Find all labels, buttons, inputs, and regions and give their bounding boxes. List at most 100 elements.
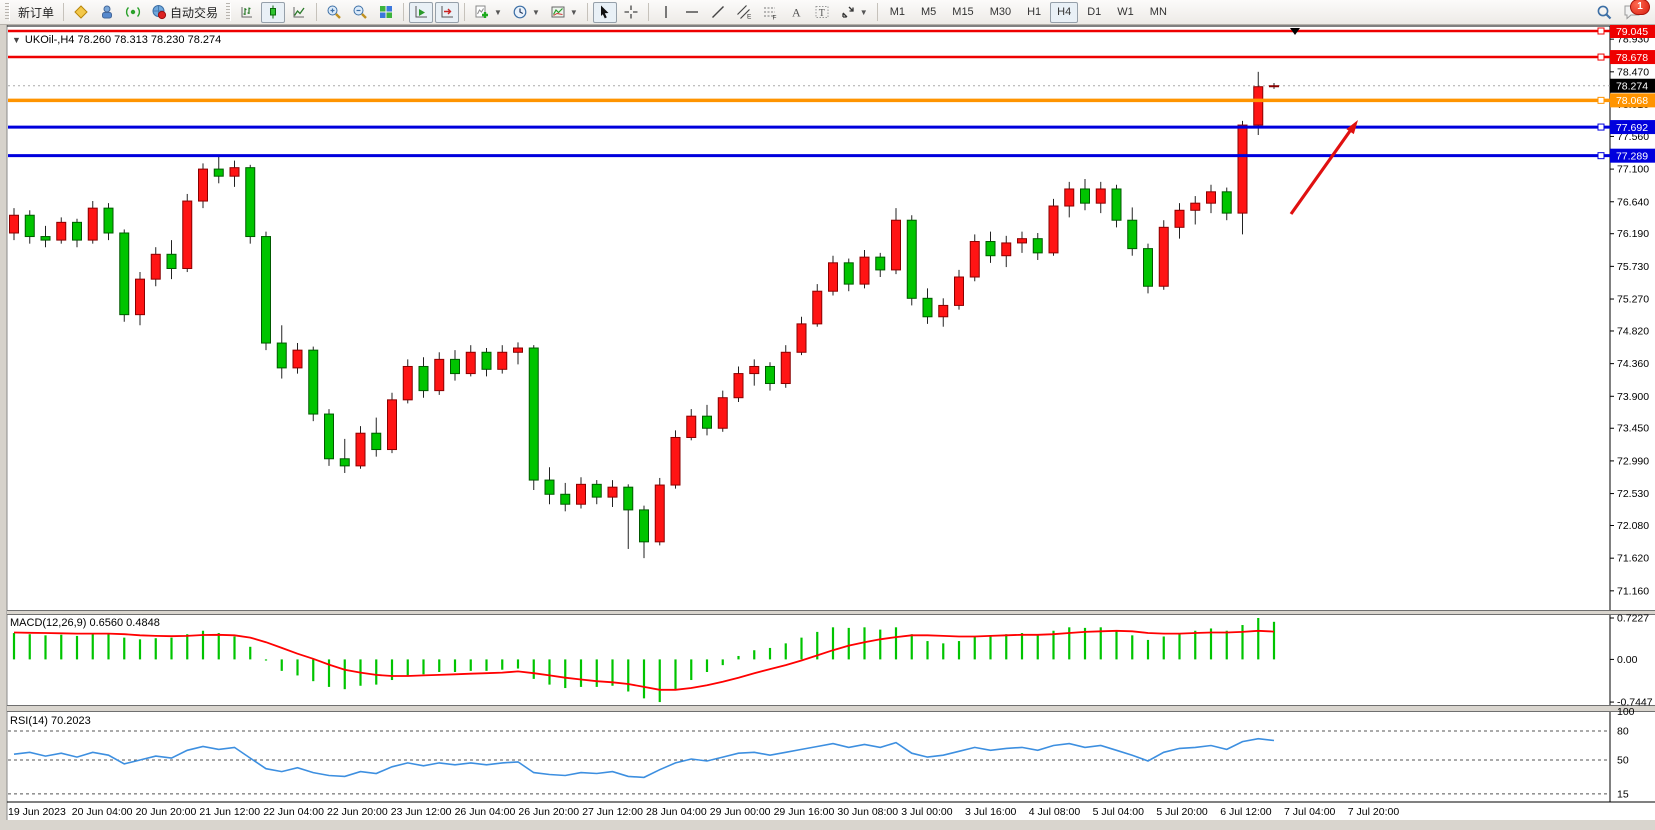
timeframe-button-m5[interactable]: M5 [921, 6, 937, 18]
candle [985, 241, 996, 257]
candle [229, 167, 240, 177]
fibonacci-button[interactable]: F [758, 2, 782, 23]
vertical-line-button[interactable] [654, 2, 678, 23]
candle [906, 219, 917, 299]
indicators-button[interactable]: ▼ [470, 2, 506, 23]
window-bottom-strip [0, 820, 1655, 830]
community-icon [102, 5, 113, 19]
autotrading-button[interactable]: 自动交易 [147, 2, 222, 23]
candle [969, 241, 980, 278]
zoom-out-button[interactable] [348, 2, 372, 23]
chart-title-text: UKOil-,H4 78.260 78.313 78.230 78.274 [24, 34, 222, 46]
tile-windows-button[interactable] [374, 2, 398, 23]
candlestick-chart-icon [270, 5, 277, 19]
candle [654, 484, 665, 543]
candle [308, 349, 319, 415]
community-button[interactable] [95, 2, 119, 23]
search-button[interactable] [1592, 2, 1617, 23]
candle [670, 436, 681, 486]
channel-button[interactable]: E [732, 2, 756, 23]
level-price-badge-label: 77.692 [1616, 122, 1648, 134]
level-price-badge-label: 78.678 [1616, 52, 1648, 64]
candle [780, 351, 791, 385]
fibonacci-icon: F [763, 7, 776, 20]
candle [1048, 205, 1059, 254]
rsi-axis-label: 100 [1617, 706, 1635, 718]
candlestick-chart-button[interactable] [261, 1, 286, 23]
toolbar-drag-handle[interactable] [5, 3, 10, 21]
date-axis-label: 5 Jul 20:00 [1156, 806, 1208, 818]
signals-icon [126, 7, 141, 17]
pane-splitter[interactable] [7, 610, 1655, 615]
timeframe-button-h4[interactable]: H4 [1050, 1, 1079, 23]
timeframe-button-m30[interactable]: M30 [989, 6, 1012, 18]
candle [843, 262, 854, 285]
chart-shift-marker-icon[interactable] [1290, 28, 1300, 35]
bar-chart-icon [241, 7, 253, 18]
date-axis-label: 28 Jun 04:00 [646, 806, 707, 818]
timeframe-group: M1 M5 M15 M30 H1 H4 D1 W1 MN [882, 1, 1175, 23]
zoom-in-icon [327, 5, 341, 19]
toolbar-drag-handle[interactable] [226, 3, 232, 21]
price-tick-label: 78.470 [1617, 66, 1649, 78]
date-axis-label: 5 Jul 04:00 [1093, 806, 1145, 818]
candle [1174, 209, 1185, 228]
bar-chart-button[interactable] [235, 2, 259, 23]
candle [213, 168, 224, 177]
timeframe-button-d1[interactable]: D1 [1087, 6, 1102, 18]
svg-text:A: A [792, 6, 801, 20]
level-line-handle[interactable] [1597, 27, 1605, 35]
candle [434, 358, 445, 392]
channel-icon: E [736, 5, 752, 21]
level-line-handle[interactable] [1597, 123, 1605, 131]
chart-shift-icon [441, 6, 454, 18]
level-line-handle[interactable] [1597, 152, 1605, 160]
timeframe-button-m15[interactable]: M15 [952, 6, 974, 18]
price-axis-scale[interactable] [1610, 26, 1655, 802]
signals-button[interactable] [121, 2, 145, 23]
timeframe-button-mn[interactable]: MN [1149, 6, 1167, 18]
time-axis-scale[interactable] [0, 802, 1655, 820]
candle [418, 365, 429, 392]
periods-button[interactable]: ▼ [508, 2, 544, 23]
timeframe-button-h1[interactable]: H1 [1027, 6, 1042, 18]
candle [1221, 191, 1232, 214]
search-icon [1597, 5, 1612, 19]
trendline-button[interactable] [706, 2, 730, 23]
new-order-button[interactable]: 新订单 [14, 2, 58, 23]
templates-button[interactable]: ▼ [546, 2, 582, 23]
timeframe-button-w1[interactable]: W1 [1117, 6, 1134, 18]
date-axis-label: 30 Jun 08:00 [837, 806, 898, 818]
metaeditor-button[interactable] [69, 2, 93, 23]
chart-shift-button[interactable] [435, 1, 460, 23]
level-line-handle[interactable] [1597, 96, 1605, 104]
line-chart-button[interactable] [287, 2, 311, 23]
shapes-button[interactable]: ▼ [836, 2, 872, 23]
auto-scroll-button[interactable] [409, 1, 434, 23]
candle [402, 365, 413, 401]
price-tick-label: 73.450 [1617, 423, 1649, 435]
horizontal-line-button[interactable] [680, 2, 704, 23]
candle [119, 232, 130, 316]
collapse-triangle-icon[interactable]: ▼ [12, 35, 21, 45]
label-button[interactable]: T [810, 2, 834, 23]
date-axis-label: 21 Jun 12:00 [199, 806, 260, 818]
candle [1237, 124, 1248, 214]
crosshair-button[interactable] [619, 2, 643, 23]
timeframe-button-m1[interactable]: M1 [889, 6, 905, 18]
candle [1064, 188, 1075, 207]
price-tick-label: 72.530 [1617, 488, 1649, 500]
svg-text:E: E [747, 14, 752, 21]
level-line-handle[interactable] [1597, 53, 1605, 61]
cursor-button[interactable] [592, 1, 617, 23]
dropdown-arrow-icon: ▼ [531, 7, 540, 17]
candle [733, 373, 744, 399]
chat-button[interactable]: 1 [1619, 0, 1650, 23]
zoom-in-button[interactable] [322, 2, 346, 23]
trend-arrow-annotation[interactable] [1289, 130, 1352, 215]
pane-splitter[interactable] [7, 705, 1655, 712]
text-button[interactable]: A [784, 2, 808, 23]
price-tick-label: 74.360 [1617, 358, 1649, 370]
candle [1158, 226, 1169, 287]
